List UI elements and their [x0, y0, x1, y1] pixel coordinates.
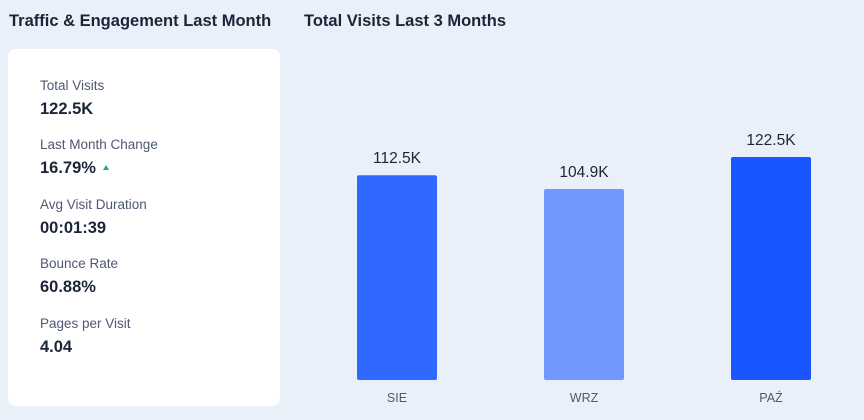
x-tick-label: SIE [387, 391, 407, 405]
metric-value: 16.79% [40, 159, 96, 177]
metric-label: Total Visits [40, 78, 105, 93]
engagement-metrics-card: Total Visits 122.5K Last Month Change 16… [8, 49, 280, 406]
traffic-engagement-title: Traffic & Engagement Last Month [9, 12, 272, 30]
bar-sie[interactable] [357, 175, 437, 380]
bar-wrz[interactable] [544, 189, 624, 380]
x-tick-label: PAŹ [759, 390, 783, 405]
metric-value-row: 16.79% [40, 158, 158, 178]
metric-label: Avg Visit Duration [40, 197, 147, 212]
bar-value-label: 122.5K [746, 132, 796, 149]
metric-total-visits: Total Visits 122.5K [40, 78, 104, 119]
metric-value: 00:01:39 [40, 219, 107, 237]
metric-avg-visit-duration: Avg Visit Duration 00:01:39 [40, 197, 147, 238]
metric-last-month-change: Last Month Change 16.79% [40, 137, 158, 178]
metric-label: Last Month Change [40, 137, 158, 152]
trend-up-icon [102, 165, 109, 170]
x-tick-label: WRZ [570, 391, 599, 405]
visits-bar-chart: 112.5K SIE 104.9K WRZ 122.5K PAŹ [300, 40, 864, 420]
metric-pages-per-visit: Pages per Visit 4.04 [40, 316, 131, 357]
bar-value-label: 112.5K [373, 150, 422, 167]
metric-label: Bounce Rate [40, 256, 119, 271]
bar-paź[interactable] [731, 157, 811, 380]
chart-canvas: 112.5K SIE 104.9K WRZ 122.5K PAŹ [357, 132, 811, 405]
metric-label: Pages per Visit [40, 316, 131, 331]
metric-value: 122.5K [40, 100, 94, 118]
metric-value: 60.88% [40, 278, 96, 296]
metric-value: 4.04 [40, 338, 73, 356]
metric-bounce-rate: Bounce Rate 60.88% [40, 256, 118, 297]
total-visits-chart-title: Total Visits Last 3 Months [304, 12, 507, 30]
bar-value-label: 104.9K [559, 164, 609, 181]
